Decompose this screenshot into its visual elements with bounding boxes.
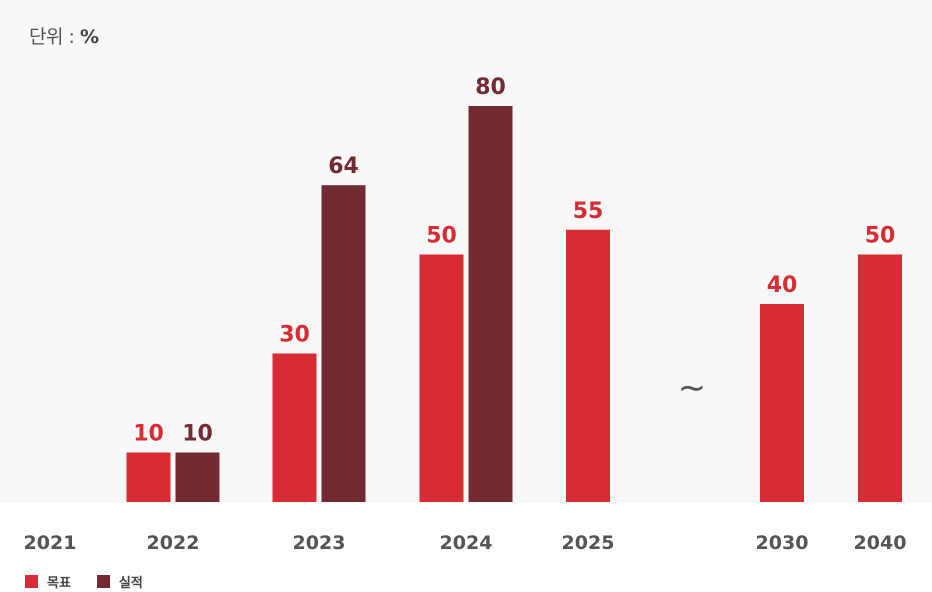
x-tick-2022: 2022 <box>147 532 200 554</box>
bar-actual-2024 <box>468 106 513 502</box>
bar-target-2024 <box>419 254 464 502</box>
bar-target-2030 <box>760 304 804 502</box>
unit-label: 단위 : % <box>29 22 99 49</box>
bar-target-2025 <box>566 229 610 502</box>
x-tick-2025: 2025 <box>562 532 615 554</box>
legend-label-actual: 실적 <box>118 576 143 591</box>
bar-actual-2022 <box>175 452 220 502</box>
value-label-target-2025: 55 <box>573 199 604 224</box>
value-label-actual-2022: 10 <box>182 422 213 447</box>
legend-item-target: 목표 <box>25 572 71 591</box>
legend-label-target: 목표 <box>47 576 71 591</box>
value-label-target-2022: 10 <box>133 422 164 447</box>
unit-symbol: % <box>79 26 99 48</box>
axis-break-symbol: ∼ <box>678 368 707 408</box>
value-labels-layer: 10 10 30 64 50 80 55 40 50 <box>133 75 895 447</box>
x-axis-ticks: 2021 2022 2023 2024 2025 2030 2040 <box>24 532 907 554</box>
bars-layer <box>126 106 902 502</box>
legend-item-actual: 실적 <box>96 572 143 591</box>
unit-prefix: 단위 : <box>29 26 80 48</box>
value-label-target-2030: 40 <box>767 273 798 298</box>
bar-target-2022 <box>126 452 171 502</box>
x-tick-2040: 2040 <box>854 532 907 554</box>
bar-target-2040 <box>858 254 902 502</box>
value-label-target-2023: 30 <box>279 323 310 348</box>
x-tick-2024: 2024 <box>440 532 493 554</box>
value-label-actual-2023: 64 <box>328 154 359 179</box>
value-label-target-2040: 50 <box>865 224 896 249</box>
legend-swatch-actual <box>96 575 110 588</box>
legend-swatch-target <box>25 575 38 588</box>
value-label-actual-2024: 80 <box>475 75 506 100</box>
x-tick-2030: 2030 <box>756 532 809 554</box>
bar-actual-2023 <box>321 185 366 502</box>
bar-target-2023 <box>272 353 317 502</box>
x-tick-2023: 2023 <box>293 532 346 554</box>
x-tick-2021: 2021 <box>24 532 77 554</box>
legend: 목표 실적 <box>25 572 169 591</box>
value-label-target-2024: 50 <box>426 224 457 249</box>
